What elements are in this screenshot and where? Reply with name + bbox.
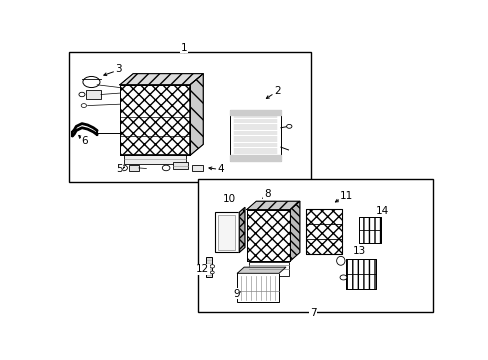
Bar [305,209,341,255]
Ellipse shape [83,76,100,87]
Bar [120,85,189,156]
Circle shape [162,165,169,171]
Bar [358,217,381,243]
Text: 2: 2 [274,86,281,96]
Bar [346,258,375,288]
Bar [68,51,311,182]
Text: 6: 6 [81,136,88,146]
Bar [197,179,432,312]
Polygon shape [290,201,299,261]
Text: 1: 1 [181,42,187,53]
Bar [246,210,290,261]
Bar [229,110,280,161]
Circle shape [339,275,346,280]
Text: 13: 13 [352,246,365,256]
Bar [237,273,279,302]
Text: 8: 8 [264,189,270,199]
Bar [205,257,212,278]
Polygon shape [229,110,280,115]
Circle shape [79,92,85,97]
Bar [85,90,101,99]
Polygon shape [120,74,203,85]
Bar [191,165,203,171]
Bar [218,215,235,250]
Bar [305,209,341,255]
Polygon shape [229,156,280,161]
Text: 7: 7 [309,308,316,318]
Polygon shape [189,74,203,156]
Bar [120,85,189,156]
Bar [346,258,375,288]
Polygon shape [237,267,285,273]
Circle shape [210,271,214,274]
Text: 12: 12 [196,264,209,274]
Circle shape [81,104,86,108]
Text: 14: 14 [375,207,389,216]
Bar [173,162,188,169]
Text: 10: 10 [222,194,235,204]
Bar [123,154,186,164]
Text: 5: 5 [116,164,122,174]
Bar [129,165,139,171]
Bar [246,210,290,261]
Ellipse shape [336,256,344,265]
Polygon shape [239,207,244,252]
Polygon shape [246,201,299,210]
Bar [248,262,288,276]
Bar [358,217,381,243]
Circle shape [286,125,291,128]
Text: 3: 3 [115,64,122,74]
Text: 11: 11 [339,191,352,201]
Bar [214,212,239,252]
Text: 4: 4 [217,164,224,174]
Circle shape [120,165,127,171]
Text: 9: 9 [232,289,239,299]
Circle shape [210,265,214,268]
